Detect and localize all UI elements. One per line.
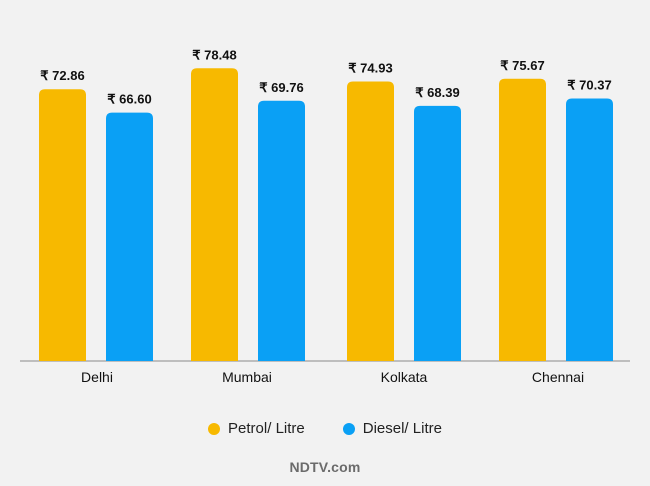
category-label-chennai: Chennai xyxy=(532,369,584,385)
bar-diesel-mumbai xyxy=(258,100,305,361)
data-label-petrol-kolkata: ₹ 74.93 xyxy=(348,61,392,76)
category-label-delhi: Delhi xyxy=(81,369,113,385)
bar-diesel-kolkata xyxy=(414,105,461,361)
legend: Petrol/ Litre Diesel/ Litre xyxy=(0,420,650,437)
brand-logo: NDTV.com xyxy=(289,459,361,475)
legend-item-petrol: Petrol/ Litre xyxy=(208,420,305,437)
data-label-diesel-chennai: ₹ 70.37 xyxy=(567,78,611,93)
bar-petrol-delhi xyxy=(39,89,86,361)
data-label-petrol-chennai: ₹ 75.67 xyxy=(500,58,544,73)
data-label-diesel-delhi: ₹ 66.60 xyxy=(107,92,151,107)
legend-label-petrol: Petrol/ Litre xyxy=(228,420,305,437)
data-label-petrol-mumbai: ₹ 78.48 xyxy=(192,47,236,62)
legend-item-diesel: Diesel/ Litre xyxy=(342,420,442,437)
bar-diesel-chennai xyxy=(566,98,613,361)
legend-label-diesel: Diesel/ Litre xyxy=(362,420,442,437)
data-label-petrol-delhi: ₹ 72.86 xyxy=(40,68,84,83)
bar-diesel-delhi xyxy=(106,112,153,361)
category-label-mumbai: Mumbai xyxy=(222,369,272,385)
bar-petrol-mumbai xyxy=(191,68,238,362)
diesel-swatch-icon xyxy=(342,422,355,435)
data-label-diesel-kolkata: ₹ 68.39 xyxy=(415,85,459,100)
petrol-swatch-icon xyxy=(208,422,221,435)
bar-petrol-kolkata xyxy=(347,81,394,361)
category-label-kolkata: Kolkata xyxy=(381,369,428,385)
data-label-diesel-mumbai: ₹ 69.76 xyxy=(259,80,303,95)
bar-petrol-chennai xyxy=(499,78,546,361)
